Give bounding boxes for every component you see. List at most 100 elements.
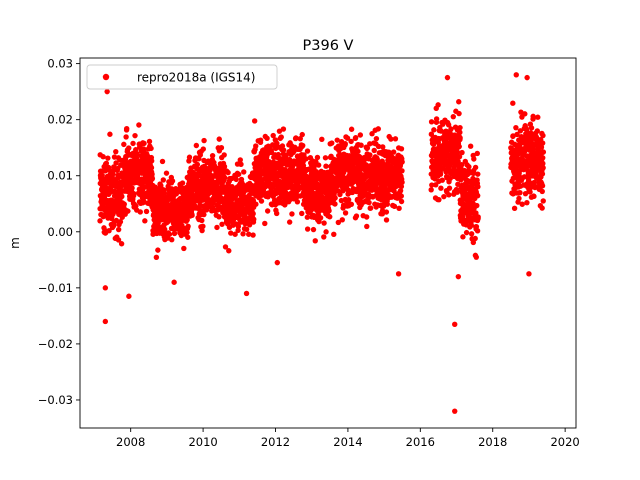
data-point bbox=[250, 211, 256, 217]
data-point bbox=[243, 290, 250, 297]
data-point bbox=[326, 207, 332, 214]
data-point bbox=[513, 124, 519, 131]
data-point bbox=[312, 238, 318, 244]
data-point bbox=[241, 169, 247, 175]
data-point bbox=[113, 160, 119, 166]
data-point bbox=[446, 192, 452, 198]
data-point bbox=[121, 201, 127, 207]
data-point bbox=[364, 145, 371, 151]
data-point bbox=[297, 135, 303, 142]
data-point bbox=[366, 199, 372, 206]
data-point bbox=[228, 230, 234, 236]
data-point bbox=[332, 201, 338, 207]
data-point bbox=[371, 147, 377, 154]
y-tick-label: 0.00 bbox=[47, 225, 73, 239]
data-point bbox=[117, 219, 124, 225]
data-point bbox=[214, 224, 220, 231]
data-point bbox=[540, 132, 546, 139]
data-point bbox=[100, 154, 106, 160]
data-point bbox=[246, 222, 253, 228]
data-point bbox=[440, 121, 446, 127]
data-point bbox=[457, 124, 463, 131]
data-point bbox=[454, 149, 461, 156]
data-point bbox=[367, 205, 374, 211]
data-point bbox=[102, 285, 109, 291]
data-point bbox=[240, 231, 246, 237]
data-point bbox=[134, 151, 140, 157]
data-point bbox=[286, 219, 293, 225]
data-point bbox=[439, 177, 445, 183]
data-point bbox=[238, 161, 244, 167]
data-point bbox=[162, 226, 168, 232]
data-point bbox=[473, 223, 480, 230]
data-point bbox=[97, 218, 103, 224]
data-point bbox=[200, 146, 206, 152]
data-point bbox=[396, 205, 402, 211]
data-point bbox=[184, 217, 190, 223]
data-point bbox=[159, 158, 166, 165]
x-tick-label: 2012 bbox=[261, 435, 290, 449]
data-point bbox=[233, 176, 239, 183]
data-point bbox=[262, 220, 268, 227]
data-point bbox=[155, 247, 161, 253]
data-point bbox=[235, 171, 242, 177]
data-point bbox=[280, 147, 287, 153]
data-point bbox=[253, 201, 259, 207]
data-point bbox=[534, 128, 540, 134]
data-point bbox=[398, 193, 404, 199]
data-point bbox=[113, 217, 120, 224]
data-point bbox=[222, 244, 229, 250]
data-point bbox=[169, 178, 176, 184]
data-point bbox=[251, 118, 258, 124]
data-point bbox=[510, 133, 516, 139]
data-point bbox=[388, 136, 394, 142]
data-point bbox=[179, 180, 186, 186]
data-point bbox=[367, 141, 373, 147]
chart-title: P396 V bbox=[303, 38, 354, 54]
axis-ticks: 2008 2010 2012 2014 2016 2018 2020 −0.03 −0.02 −0… bbox=[38, 57, 580, 449]
data-point bbox=[274, 259, 281, 266]
data-point bbox=[383, 209, 390, 215]
data-point bbox=[193, 142, 200, 149]
data-point bbox=[148, 164, 155, 171]
data-point bbox=[123, 125, 130, 132]
data-point bbox=[126, 145, 132, 151]
data-point bbox=[539, 140, 546, 146]
data-point bbox=[475, 171, 481, 177]
data-point bbox=[457, 129, 463, 136]
data-point bbox=[438, 185, 444, 191]
data-point bbox=[102, 318, 109, 325]
data-point bbox=[357, 132, 364, 138]
data-point bbox=[527, 189, 533, 195]
data-point bbox=[431, 127, 437, 133]
data-point bbox=[264, 208, 271, 214]
data-point bbox=[332, 195, 338, 201]
data-point bbox=[235, 227, 241, 234]
data-point bbox=[125, 208, 131, 214]
data-point bbox=[474, 228, 481, 234]
y-tick-label: −0.02 bbox=[38, 337, 73, 351]
legend-label: repro2018a (IGS14) bbox=[137, 71, 255, 85]
data-point bbox=[392, 136, 399, 142]
data-point bbox=[107, 131, 113, 137]
data-point bbox=[399, 179, 405, 185]
data-point bbox=[474, 150, 480, 157]
data-point bbox=[540, 165, 546, 171]
data-point bbox=[433, 182, 439, 188]
data-point bbox=[517, 128, 524, 134]
data-point bbox=[438, 128, 444, 134]
data-point bbox=[367, 152, 373, 158]
plot-area-frame bbox=[79, 57, 577, 429]
data-point bbox=[299, 210, 305, 217]
data-point bbox=[539, 171, 546, 177]
data-point bbox=[433, 116, 440, 122]
data-point bbox=[270, 132, 276, 139]
data-point bbox=[539, 188, 545, 195]
data-point bbox=[540, 155, 546, 161]
data-point bbox=[391, 203, 398, 210]
legend: repro2018a (IGS14) bbox=[86, 64, 278, 90]
data-point bbox=[123, 134, 129, 140]
y-tick-label: 0.01 bbox=[47, 169, 73, 183]
data-point bbox=[130, 140, 136, 147]
legend-marker bbox=[102, 73, 110, 81]
